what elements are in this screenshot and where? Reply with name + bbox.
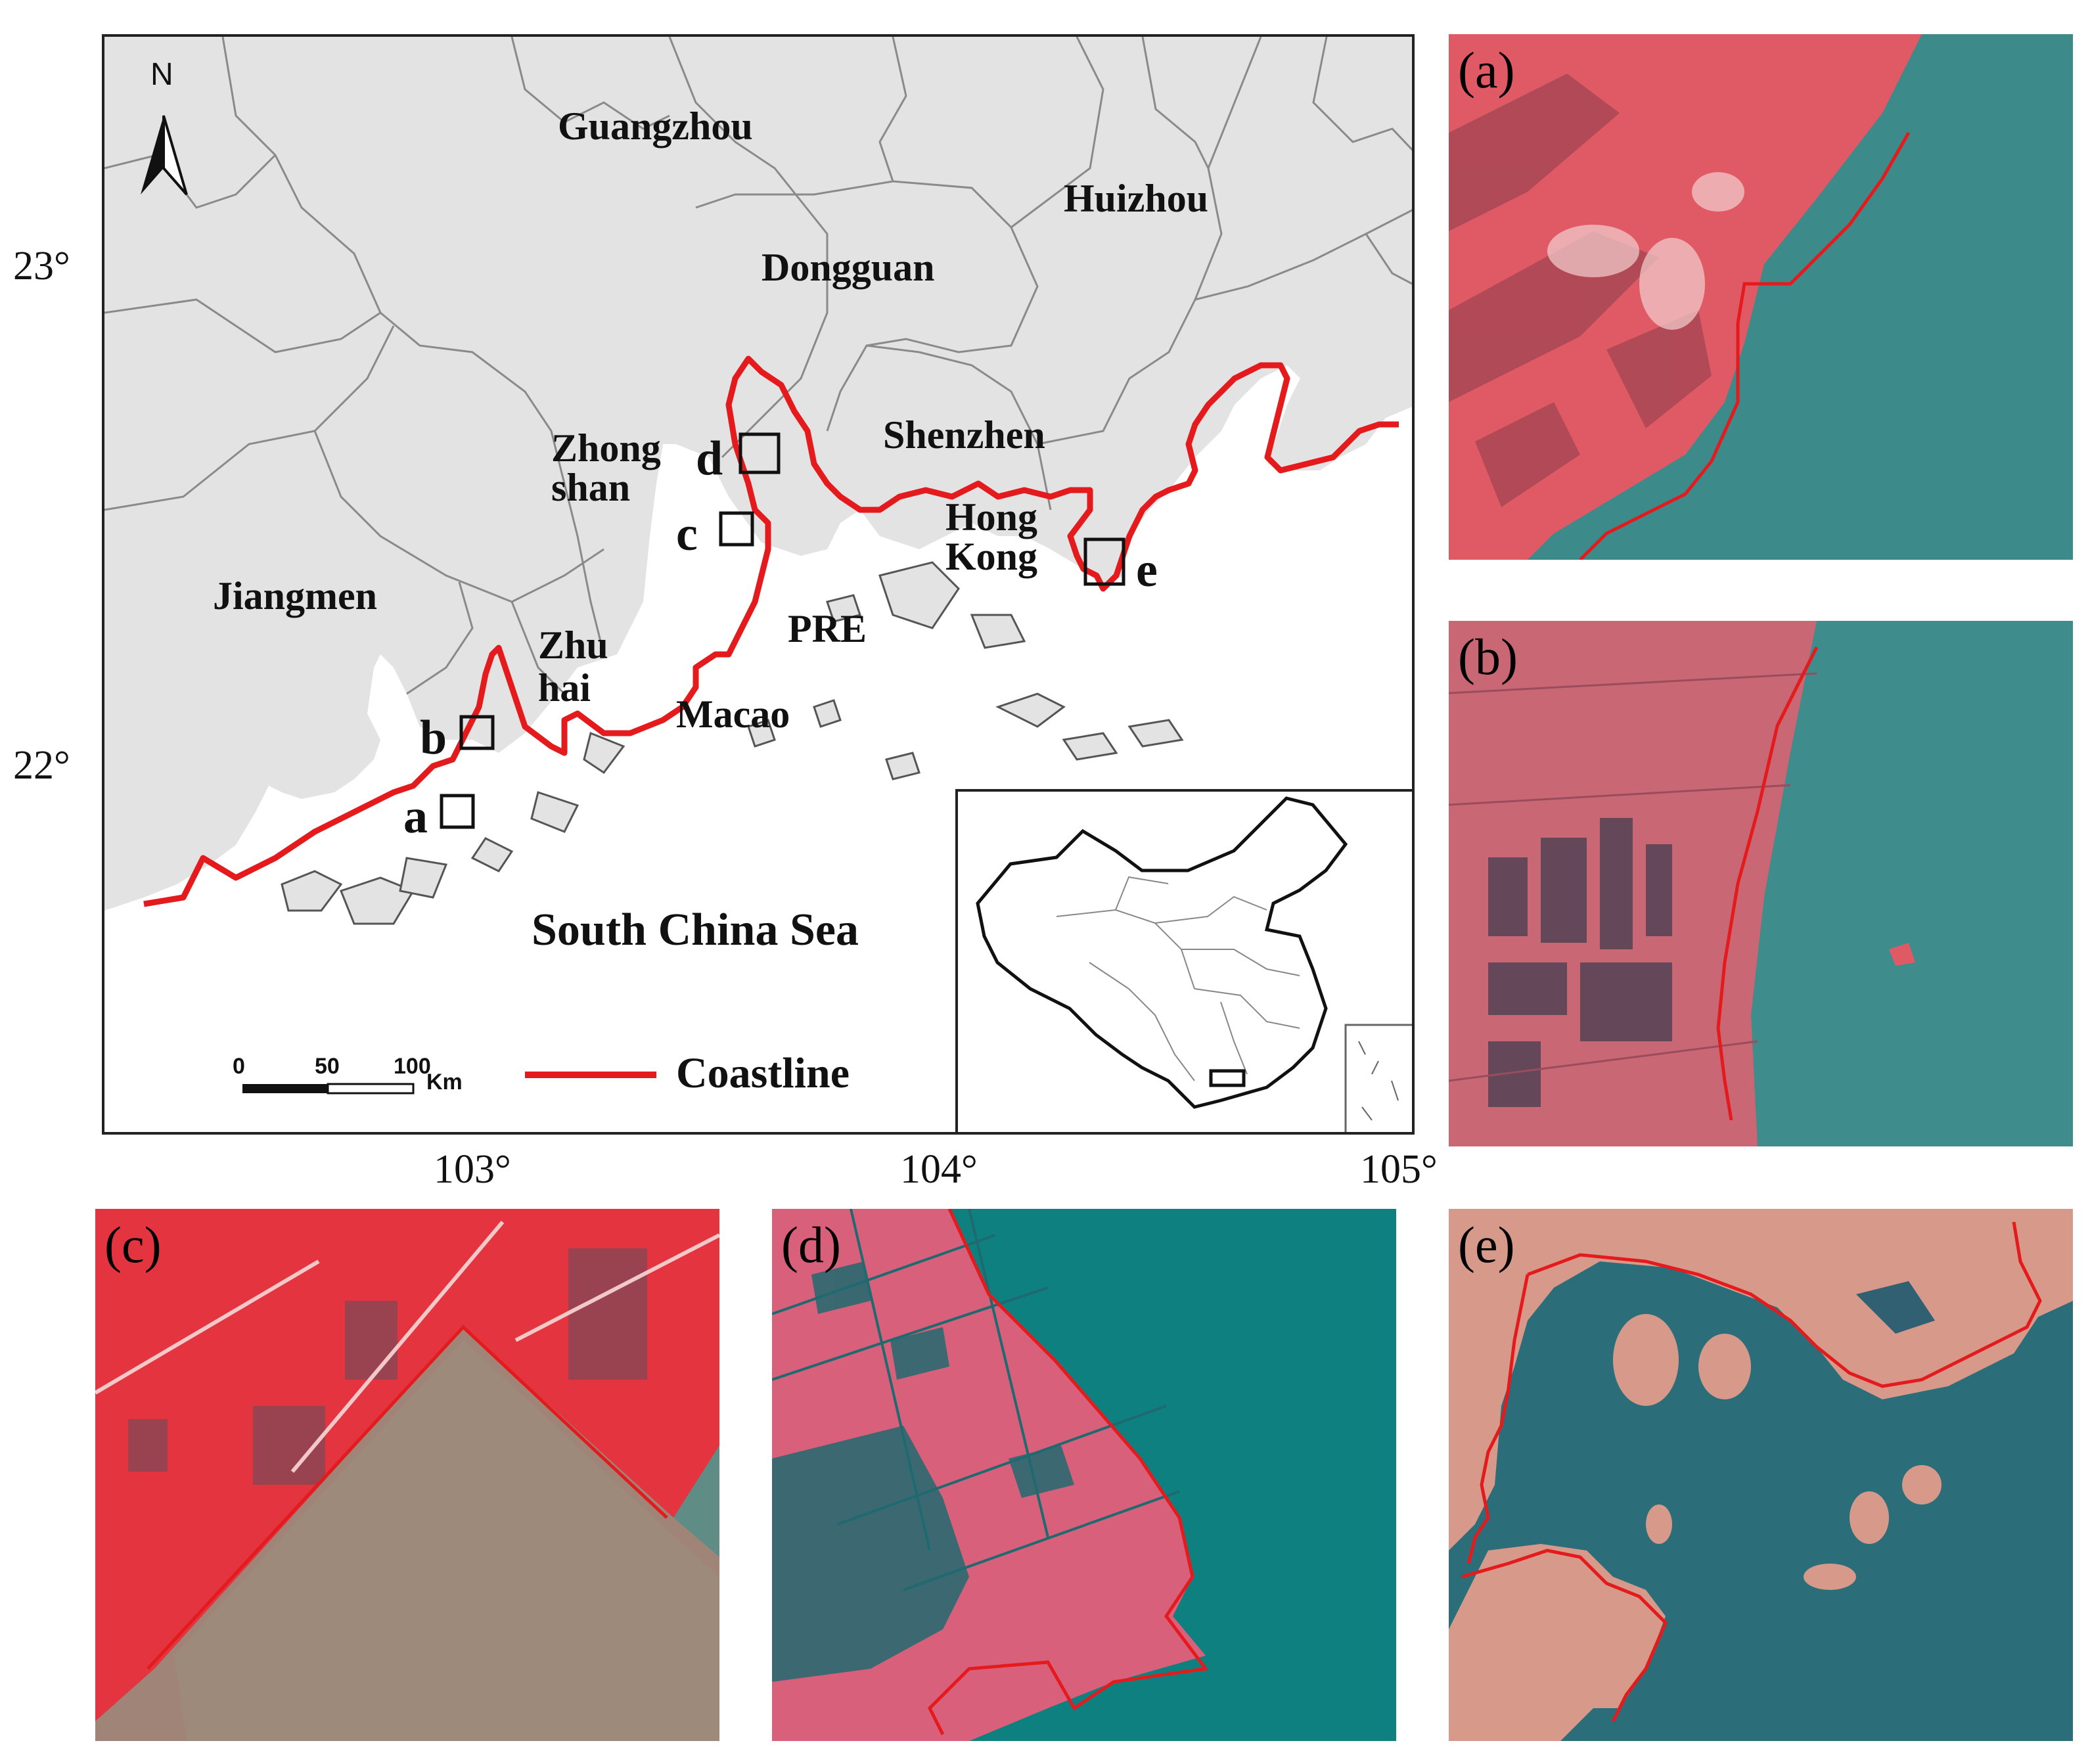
panel-b: (b) xyxy=(1449,621,2073,1146)
city-jiangmen: Jiangmen xyxy=(213,574,378,618)
city-huizhou: Huizhou xyxy=(1064,177,1209,220)
site-boxes xyxy=(440,432,1125,829)
scale-unit: Km xyxy=(426,1070,463,1095)
y-tick-23: 23° xyxy=(13,244,70,288)
site-label-c: c xyxy=(676,507,698,561)
panel-a: (a) xyxy=(1449,34,2073,560)
city-zhuhai-1: Zhu xyxy=(538,623,608,667)
panel-b-coastline xyxy=(1716,646,1819,1121)
x-tick-105: 105° xyxy=(1360,1147,1438,1192)
site-label-b: b xyxy=(420,711,447,765)
scale-bar xyxy=(242,1083,415,1095)
panel-e-label: (e) xyxy=(1458,1216,1515,1273)
site-box-c xyxy=(719,511,754,547)
city-zhongshan-1: Zhong xyxy=(551,426,661,470)
admin-boundaries xyxy=(104,37,1412,695)
scale-tick-0: 0 xyxy=(233,1054,245,1079)
x-tick-104: 104° xyxy=(900,1147,978,1192)
city-guangzhou: Guangzhou xyxy=(558,104,753,148)
map-svg xyxy=(104,37,1412,1095)
city-macao: Macao xyxy=(676,692,790,736)
city-zhongshan-2: shan xyxy=(551,466,631,509)
panel-e-coastline xyxy=(1461,1221,2042,1723)
main-map: N Guangzhou Huizhou Dongguan Shenzhen Zh… xyxy=(102,34,1415,1135)
legend-label: Coastline xyxy=(676,1049,850,1097)
coastline-line xyxy=(143,355,1399,907)
china-outline xyxy=(976,796,1348,1109)
north-arrow-icon xyxy=(141,115,188,196)
city-hongkong-2: Kong xyxy=(945,535,1038,578)
site-box-d xyxy=(738,432,781,474)
city-shenzhen: Shenzhen xyxy=(883,413,1045,457)
panel-d-coastline xyxy=(927,1209,1209,1736)
scale-tick-50: 50 xyxy=(315,1054,340,1079)
panel-c-coastline xyxy=(147,1324,668,1670)
y-tick-22: 22° xyxy=(13,743,70,788)
china-inset xyxy=(955,789,1412,1132)
scale-tick-100: 100 xyxy=(394,1054,431,1079)
site-box-b xyxy=(459,715,495,750)
islands xyxy=(281,561,1184,925)
panel-a-coastline xyxy=(1579,131,1911,560)
site-label-e: e xyxy=(1136,543,1158,597)
panel-d: (d) xyxy=(772,1209,1396,1741)
site-label-a: a xyxy=(403,790,428,844)
label-pre: PRE xyxy=(788,607,867,650)
city-dongguan: Dongguan xyxy=(761,246,935,289)
site-box-a xyxy=(440,794,475,829)
panel-c-label: (c) xyxy=(104,1216,162,1273)
site-box-e xyxy=(1083,537,1125,586)
sea-label: South China Sea xyxy=(532,905,859,955)
city-hongkong-1: Hong xyxy=(945,495,1038,539)
site-label-d: d xyxy=(696,432,723,486)
x-tick-103: 103° xyxy=(434,1147,511,1192)
inset-study-area-box xyxy=(1209,1069,1246,1087)
panel-b-label: (b) xyxy=(1458,628,1518,685)
city-zhuhai-2: hai xyxy=(538,666,591,710)
panel-e: (e) xyxy=(1449,1209,2073,1741)
north-label: N xyxy=(150,57,173,92)
panel-a-label: (a) xyxy=(1458,41,1515,99)
panel-d-label: (d) xyxy=(781,1216,841,1273)
panel-c: (c) xyxy=(95,1209,719,1741)
